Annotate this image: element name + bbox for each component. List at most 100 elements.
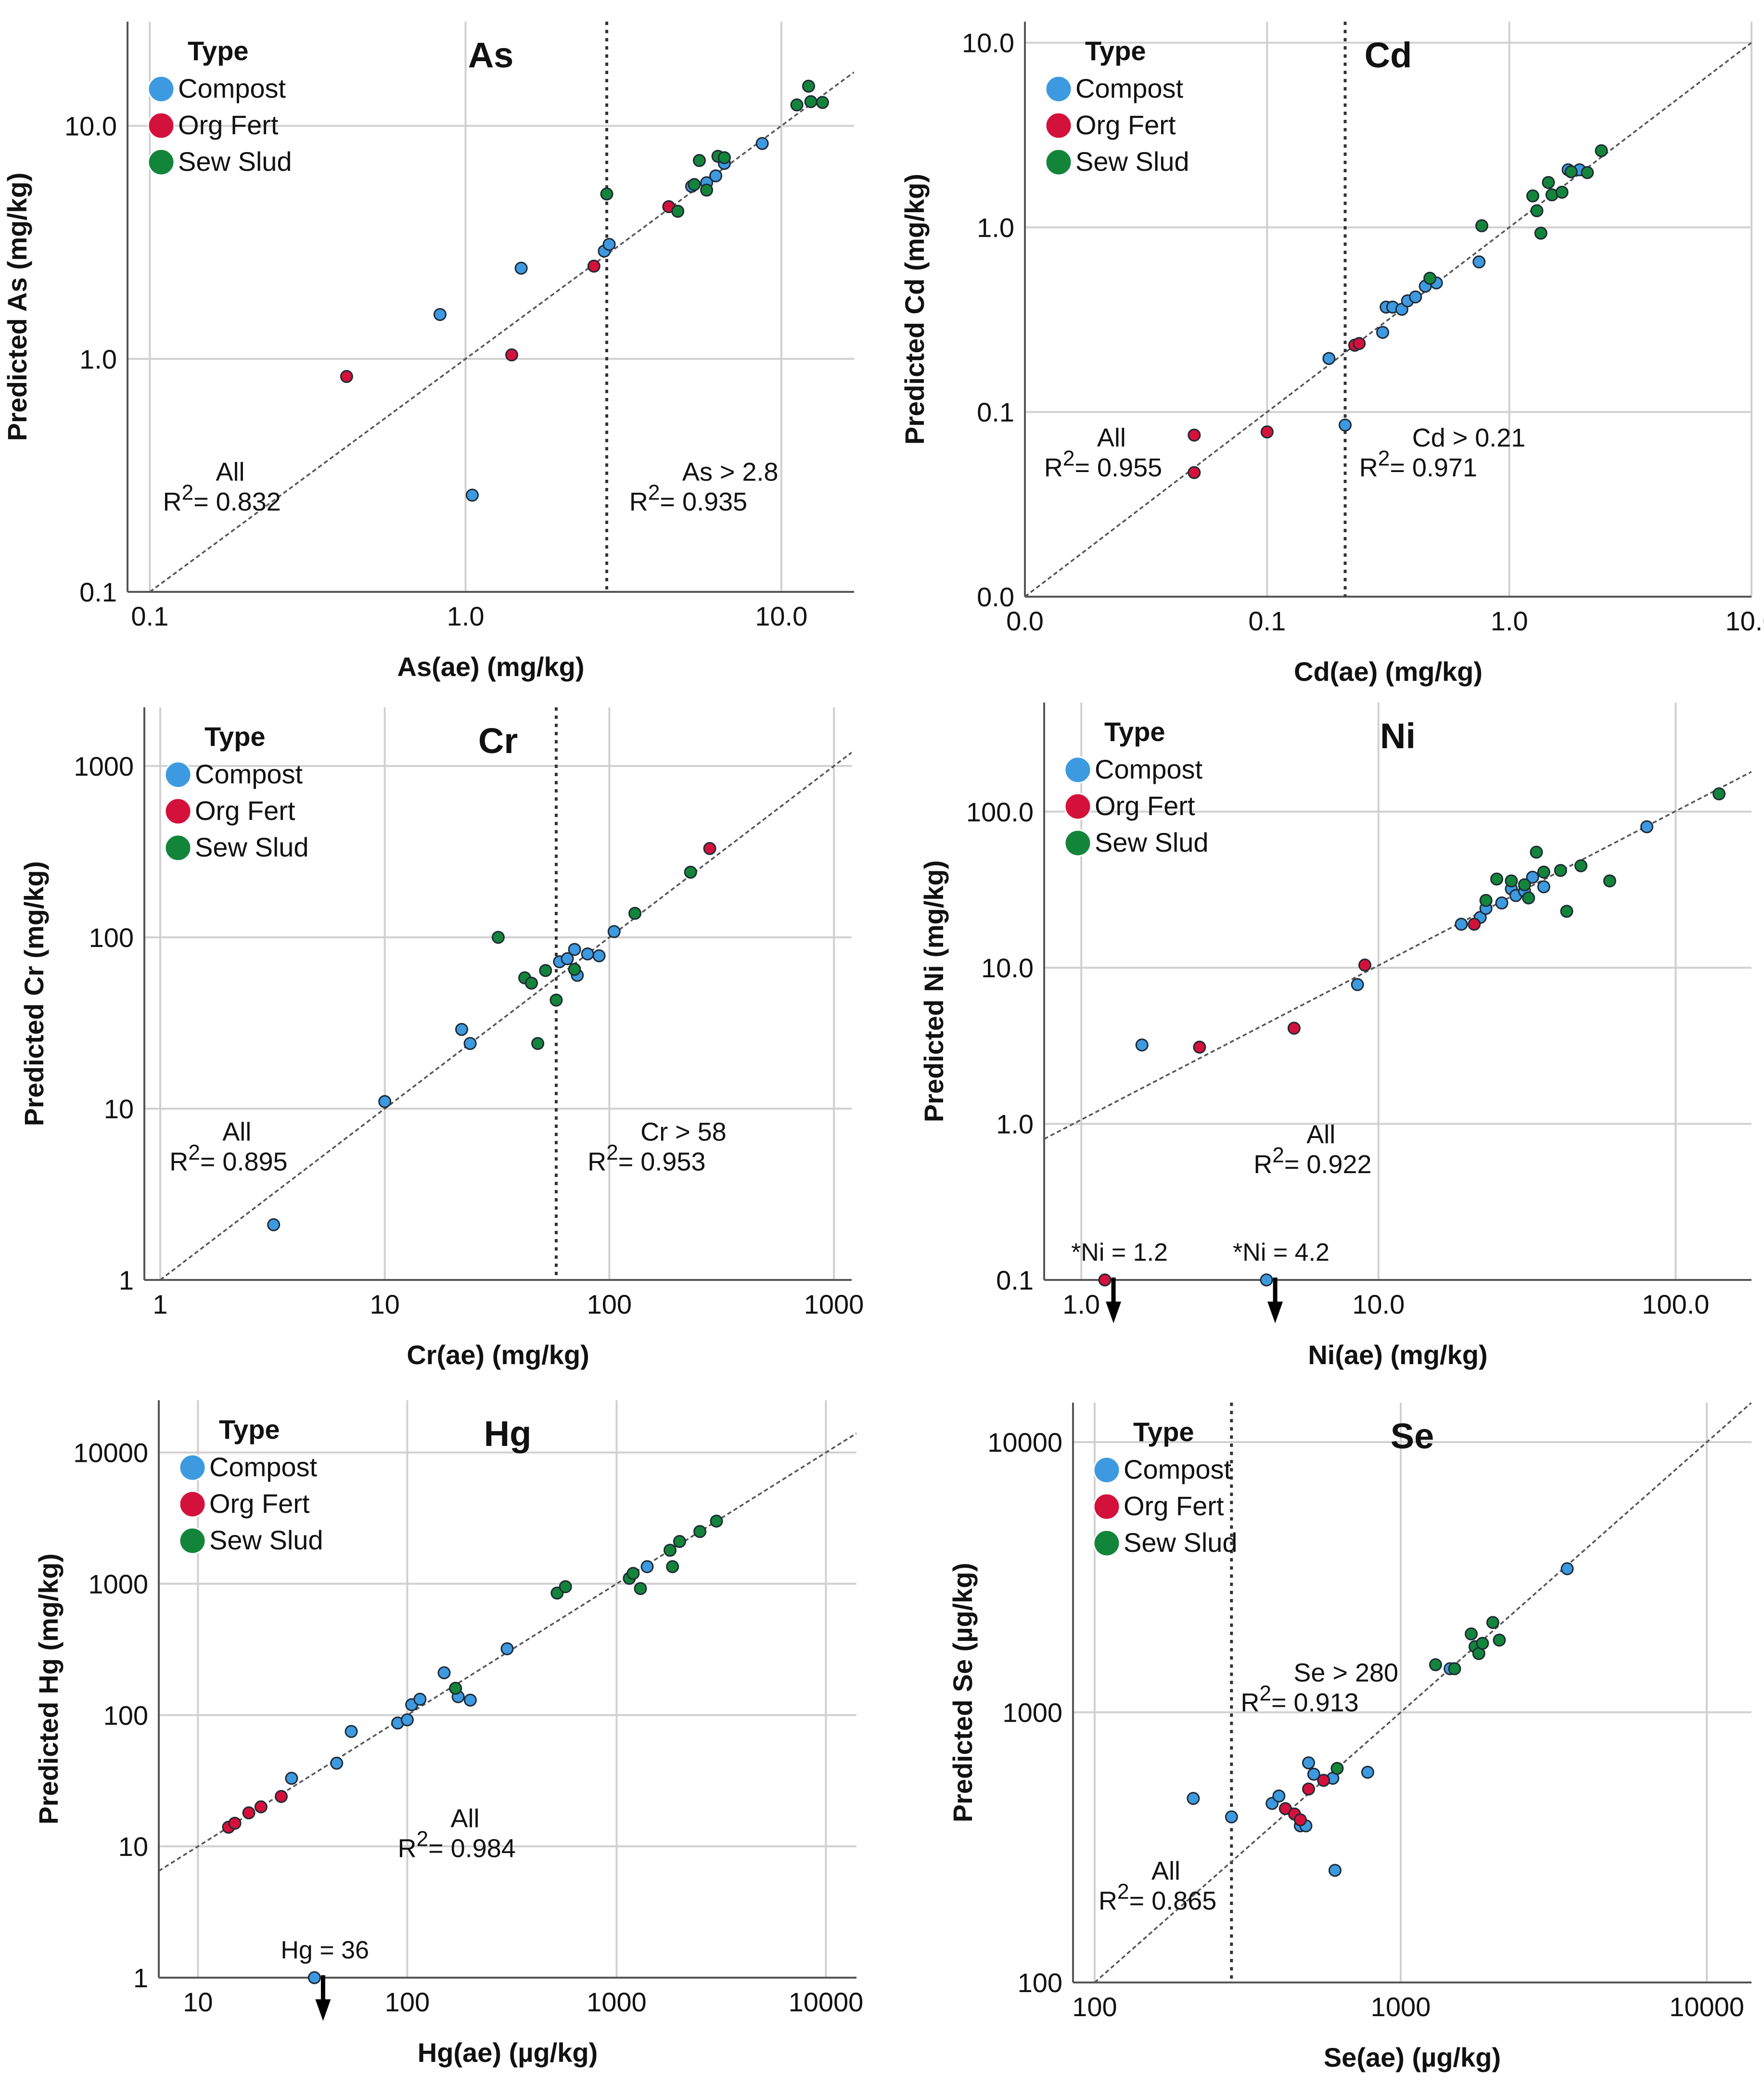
data-point-org-fert	[1287, 1022, 1301, 1035]
data-point-sew-slud	[1522, 891, 1535, 905]
legend-marker-compost	[1045, 75, 1073, 103]
data-point-sew-slud	[1493, 1634, 1506, 1647]
data-point-sew-slud	[626, 1567, 640, 1580]
data-point-compost	[378, 1095, 392, 1108]
data-point-sew-slud	[673, 1535, 686, 1548]
data-point-sew-slud	[1530, 204, 1544, 217]
data-point-org-fert	[254, 1800, 268, 1814]
y-tick-label: 100	[1018, 1968, 1062, 1998]
x-tick-label: 0.1	[1248, 606, 1286, 636]
below-range-arrow-head	[1106, 1302, 1122, 1323]
y-tick-label: 10	[118, 1831, 148, 1862]
legend-title: Type	[1133, 1417, 1194, 1447]
data-point-sew-slud	[1713, 787, 1726, 801]
data-point-sew-slud	[804, 95, 818, 108]
panel-title: Cr	[478, 721, 518, 761]
y-tick-label: 0.1	[977, 397, 1014, 427]
legend-label: Compost	[1075, 73, 1184, 103]
data-point-compost	[581, 947, 594, 960]
data-point-compost	[755, 137, 769, 150]
x-tick-label: 1000	[1371, 1992, 1431, 2022]
data-point-org-fert	[274, 1790, 288, 1803]
legend-label: Org Fert	[178, 110, 279, 140]
r2-annotation-value: R2= 0.832	[163, 481, 281, 516]
data-point-sew-slud	[1574, 859, 1587, 872]
data-point-compost	[1328, 1864, 1342, 1877]
data-point-compost	[1361, 1765, 1374, 1779]
r2-annotation-value: R2= 0.955	[1044, 447, 1162, 482]
data-point-compost	[1409, 290, 1422, 304]
legend-label: Sew Slud	[178, 146, 292, 177]
legend-title: Type	[205, 721, 266, 752]
data-point-org-fert	[340, 370, 353, 383]
x-axis-title: Hg(ae) (µg/kg)	[418, 2037, 598, 2068]
data-point-sew-slud	[550, 993, 563, 1007]
data-point-compost	[1322, 352, 1336, 365]
y-tick-label: 0.0	[977, 582, 1014, 612]
x-tick-label: 10.0	[1352, 1289, 1405, 1319]
data-point-sew-slud	[710, 1514, 723, 1528]
legend-label: Sew Slud	[209, 1525, 323, 1555]
panel-title: Hg	[484, 1414, 532, 1454]
data-point-sew-slud	[531, 1037, 545, 1050]
data-point-sew-slud	[539, 964, 552, 977]
data-point-org-fert	[703, 842, 716, 855]
data-point-org-fert	[228, 1816, 242, 1830]
below-range-label: *Ni = 1.2	[1071, 1239, 1168, 1266]
legend-label: Sew Slud	[195, 832, 309, 862]
legend-label: Sew Slud	[1124, 1527, 1238, 1558]
y-axis-title: Predicted Hg (mg/kg)	[33, 1553, 64, 1824]
data-point-compost	[1272, 1789, 1286, 1803]
r2-annotation-group: All	[1306, 1120, 1335, 1149]
data-point-compost	[400, 1713, 414, 1726]
chart-panel-ni: 1.0 10.0 100.0 0.1 1.0 10.0 100.0 Ni(ae) (mg/kg…	[919, 703, 1751, 1370]
data-point-compost	[330, 1756, 344, 1770]
y-tick-label: 1	[119, 1265, 134, 1295]
x-axis-title: Cd(ae) (mg/kg)	[1294, 656, 1483, 687]
x-tick-label: 0.1	[131, 601, 168, 631]
data-point-compost	[607, 925, 621, 938]
y-tick-label: 10000	[987, 1427, 1062, 1458]
data-point-compost	[568, 943, 581, 956]
data-point-sew-slud	[684, 866, 697, 879]
x-tick-label: 0.0	[1006, 606, 1044, 636]
legend-marker-compost	[1064, 756, 1092, 784]
data-point-org-fert	[242, 1806, 256, 1819]
data-point-org-fert	[1302, 1782, 1315, 1796]
legend-label: Sew Slud	[1095, 827, 1209, 857]
data-point-compost	[1307, 1767, 1320, 1781]
y-tick-label: 0.1	[79, 577, 117, 607]
data-point-sew-slud	[1554, 864, 1567, 877]
data-point-compost	[1351, 978, 1364, 991]
y-tick-label: 1000	[88, 1569, 148, 1599]
x-axis-title: Ni(ae) (mg/kg)	[1308, 1340, 1487, 1370]
data-point-sew-slud	[1475, 219, 1489, 232]
data-point-sew-slud	[568, 963, 581, 976]
data-point-sew-slud	[1564, 165, 1578, 179]
legend-marker-org-fert	[1045, 112, 1073, 140]
data-point-sew-slud	[628, 907, 642, 920]
data-point-sew-slud	[1479, 894, 1493, 907]
data-point-compost	[463, 1037, 477, 1050]
legend-title: Type	[1085, 36, 1146, 66]
data-point-sew-slud	[1542, 176, 1555, 189]
legend-marker-compost	[147, 75, 175, 103]
data-point-compost	[1187, 1791, 1200, 1805]
below-range-arrow-head	[1267, 1302, 1283, 1323]
r2-annotation-value: R2= 0.922	[1253, 1143, 1371, 1179]
data-point-compost	[285, 1772, 298, 1785]
r2-annotation-group: All	[216, 458, 244, 486]
data-point-compost	[1472, 255, 1486, 268]
legend-label: Sew Slud	[1075, 146, 1189, 177]
data-point-compost	[413, 1692, 427, 1706]
r2-annotation-value: R2= 0.935	[629, 481, 747, 516]
data-point-compost	[463, 1693, 477, 1707]
data-point-compost	[1526, 870, 1539, 884]
x-tick-label: 10000	[1669, 1992, 1744, 2022]
data-point-sew-slud	[692, 154, 706, 167]
legend-marker-org-fert	[147, 112, 175, 140]
data-point-compost	[1225, 1810, 1238, 1824]
r2-annotation-value: R2= 0.971	[1359, 447, 1477, 482]
x-axis-title: Se(ae) (µg/kg)	[1324, 2042, 1501, 2072]
data-point-compost	[1455, 918, 1468, 931]
